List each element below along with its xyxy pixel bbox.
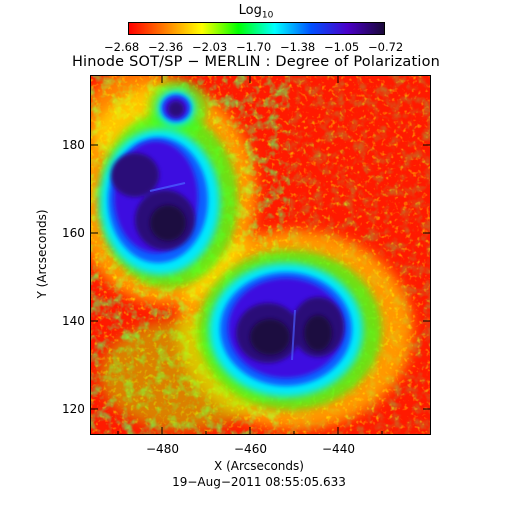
colorbar-tick: −1.05 xyxy=(324,40,360,54)
colorbar-title-subscript: 10 xyxy=(261,10,274,21)
y-tick-label: 160 xyxy=(62,226,85,240)
colorbar xyxy=(128,22,385,35)
polarization-map xyxy=(90,75,431,435)
y-axis-label: Y (Arcseconds) xyxy=(35,209,49,299)
colorbar-tick: −2.36 xyxy=(148,40,184,54)
colorbar-tick: −2.68 xyxy=(104,40,140,54)
x-tick-label: −440 xyxy=(322,442,355,456)
y-tick-label: 120 xyxy=(62,402,85,416)
colorbar-tick: −2.03 xyxy=(192,40,228,54)
y-tick-label: 140 xyxy=(62,314,85,328)
plot-title: Hinode SOT/SP − MERLIN : Degree of Polar… xyxy=(71,54,441,70)
colorbar-title-base: Log xyxy=(238,3,262,18)
y-tick-label: 180 xyxy=(62,138,85,152)
x-tick-label: −460 xyxy=(234,442,267,456)
x-tick-label: −480 xyxy=(146,442,179,456)
colorbar-tick: −1.70 xyxy=(236,40,272,54)
observation-timestamp: 19−Aug−2011 08:55:05.633 xyxy=(172,475,346,489)
x-axis-label: X (Arcseconds) xyxy=(214,459,304,473)
colorbar-tick: −1.38 xyxy=(280,40,316,54)
colorbar-title: Log10 xyxy=(200,3,312,21)
polarization-map-image xyxy=(90,75,431,435)
colorbar-tick: −0.72 xyxy=(368,40,404,54)
